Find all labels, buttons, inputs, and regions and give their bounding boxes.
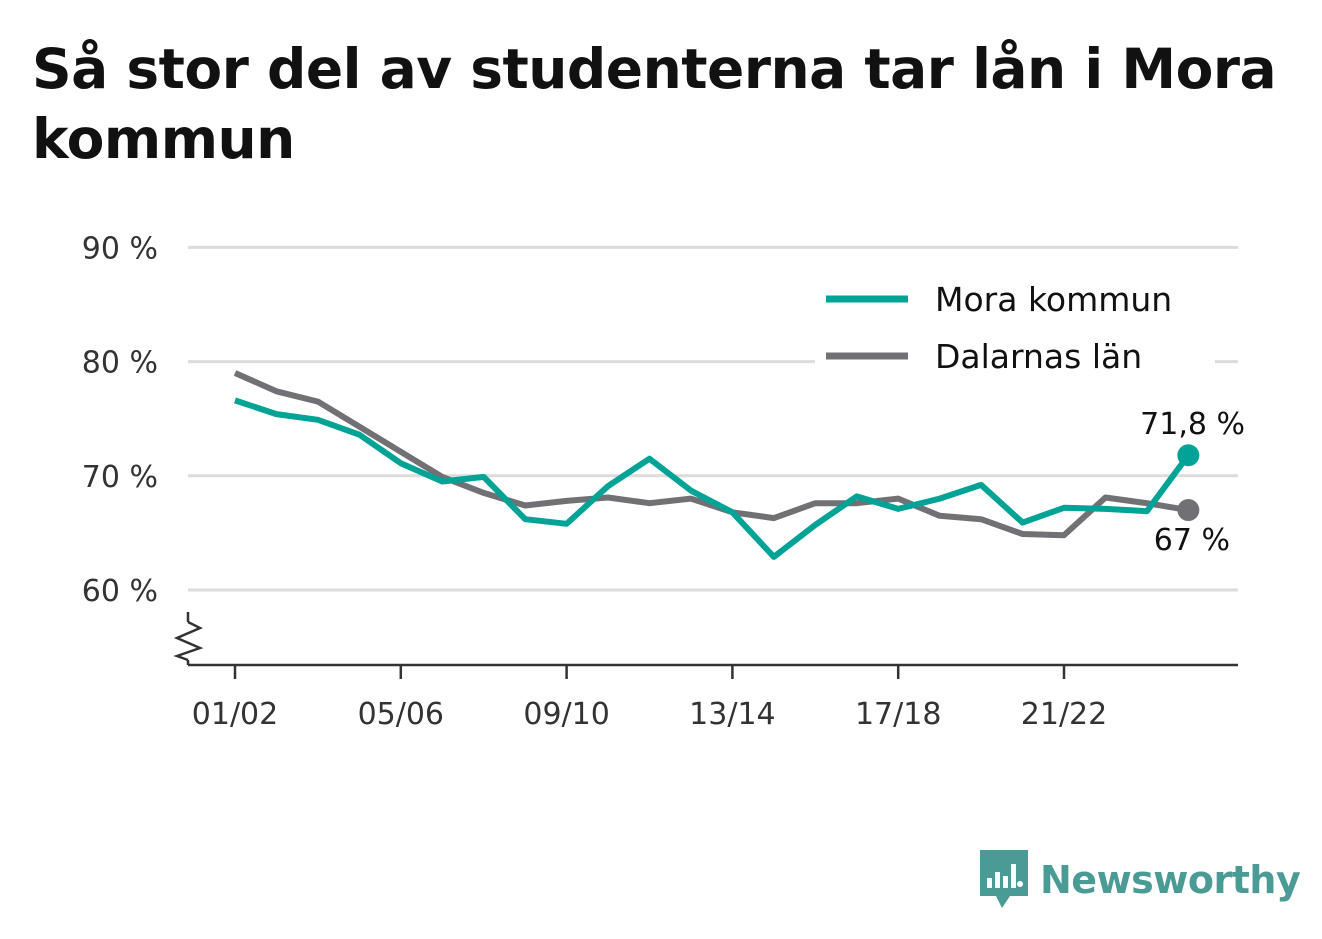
x-tick-label: 17/18 (855, 697, 941, 732)
brand-name: Newsworthy (1040, 858, 1301, 902)
newsworthy-logo-icon (980, 850, 1028, 908)
x-tick-label: 13/14 (689, 697, 775, 732)
brand-logo: Newsworthy (980, 850, 1301, 910)
y-tick-label: 60 % (82, 574, 158, 609)
end-labels: 71,8 % 67 % (1140, 407, 1245, 558)
axis-break-icon (173, 620, 204, 662)
x-tick-label: 09/10 (523, 697, 609, 732)
data-label: 67 % (1154, 523, 1230, 558)
data-label: 71,8 % (1140, 407, 1245, 442)
series-end-point-1 (1177, 499, 1200, 522)
x-tick-label: 01/02 (192, 697, 278, 732)
legend: Mora kommun Dalarnas län (815, 270, 1215, 382)
series-end-point-0 (1177, 444, 1200, 467)
y-tick-label: 70 % (82, 460, 158, 495)
series-line-1 (233, 370, 1189, 539)
x-tick-label: 05/06 (358, 697, 444, 732)
y-tick-label: 80 % (82, 346, 158, 381)
legend-label: Mora kommun (935, 280, 1172, 319)
x-tick-label: 21/22 (1021, 697, 1107, 732)
legend-label: Dalarnas län (935, 337, 1142, 376)
chart-title: Så stor del av studenterna tar lån i Mor… (32, 37, 1277, 171)
legend-background (815, 270, 1215, 382)
y-tick-label: 90 % (82, 231, 158, 266)
axes: 60 % 70 % 80 % 90 % 01/02 05/06 09/10 13/14 17/1… (82, 231, 1238, 732)
series-line-0 (234, 397, 1191, 560)
series-lines (233, 370, 1200, 560)
